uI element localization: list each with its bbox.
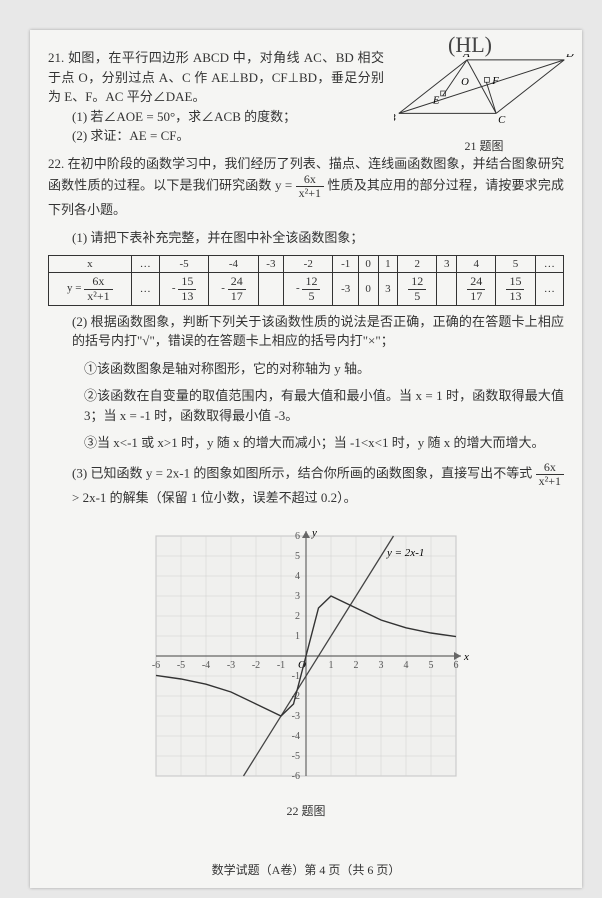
svg-text:y = 2x-1: y = 2x-1	[386, 547, 424, 559]
svg-text:2: 2	[295, 611, 300, 622]
svg-text:B: B	[394, 112, 396, 124]
frac-num: 6x	[296, 173, 324, 187]
svg-text:2: 2	[354, 660, 359, 671]
svg-text:-5: -5	[292, 751, 300, 762]
svg-text:3: 3	[379, 660, 384, 671]
svg-text:-5: -5	[177, 660, 185, 671]
svg-text:1: 1	[329, 660, 334, 671]
q22-part2c: ③当 x<-1 或 x>1 时，y 随 x 的增大而减小；当 -1<x<1 时，…	[48, 433, 564, 453]
q22-part2b: ②该函数在自变量的取值范围内，有最大值和最小值。当 x = 1 时，函数取得最大…	[48, 386, 564, 425]
q21-part2: (2) 求证：AE = CF。	[48, 126, 384, 146]
svg-text:-6: -6	[152, 660, 160, 671]
svg-text:6: 6	[295, 531, 300, 542]
svg-text:3: 3	[295, 591, 300, 602]
q22-part1: (1) 请把下表补充完整，并在图中补全该函数图象；	[48, 228, 564, 248]
svg-text:5: 5	[295, 551, 300, 562]
svg-text:-4: -4	[292, 731, 300, 742]
q21-figcaption: 21 题图	[394, 137, 574, 155]
svg-text:-1: -1	[277, 660, 285, 671]
q22-fraction: 6x x²+1	[296, 173, 324, 200]
q22-p3-fraction: 6x x²+1	[536, 461, 564, 488]
svg-text:-3: -3	[227, 660, 235, 671]
svg-text:-1: -1	[292, 671, 300, 682]
q22-figcaption: 22 题图	[136, 802, 476, 819]
frac-den: x²+1	[296, 187, 324, 200]
q22-part2: (2) 根据函数图象，判断下列关于该函数性质的说法是否正确，正确的在答题卡上相应…	[48, 312, 564, 351]
svg-text:4: 4	[295, 571, 300, 582]
q22-p3a: (3) 已知函数 y = 2x-1 的图象如图所示，结合你所画的函数图象，直接写…	[72, 465, 536, 480]
svg-text:x: x	[463, 651, 469, 663]
q21-diagram: A D B C O E F 21 题图	[394, 54, 574, 155]
page-footer: 数学试题（A卷）第 4 页（共 6 页）	[30, 861, 582, 878]
svg-text:y: y	[311, 527, 317, 539]
q22-number: 22.	[48, 156, 64, 171]
q22-part2a: ①该函数图象是轴对称图形，它的对称轴为 y 轴。	[48, 359, 564, 379]
svg-text:-3: -3	[292, 711, 300, 722]
frac-den: x²+1	[536, 475, 564, 488]
svg-text:D: D	[565, 54, 574, 60]
q21-number: 21.	[48, 50, 64, 65]
question-22: 22. 在初中阶段的函数学习中，我们经历了列表、描点、连线画函数图象，并结合图象…	[48, 154, 564, 220]
q22-p3b: > 2x-1 的解集（保留 1 位小数，误差不超过 0.2）。	[72, 490, 357, 505]
q22-part3: (3) 已知函数 y = 2x-1 的图象如图所示，结合你所画的函数图象，直接写…	[48, 461, 564, 508]
svg-text:4: 4	[404, 660, 409, 671]
q21-part1: (1) 若∠AOE = 50°，求∠ACB 的度数；	[48, 107, 384, 127]
q22-graph: -6-5-4-3-2-1123456-6-5-4-3-2-1123456Oxyy…	[136, 516, 476, 819]
svg-text:F: F	[491, 75, 499, 87]
svg-text:O: O	[461, 76, 469, 88]
svg-text:6: 6	[454, 660, 459, 671]
q22-table: x…-5-4-3-2-1012345… y = 6xx²+1…- 1513- 2…	[48, 255, 564, 305]
svg-text:1: 1	[295, 631, 300, 642]
svg-text:-2: -2	[252, 660, 260, 671]
svg-text:5: 5	[429, 660, 434, 671]
svg-text:-6: -6	[292, 771, 300, 782]
svg-text:A: A	[462, 54, 470, 60]
q21-stem: 如图，在平行四边形 ABCD 中，对角线 AC、BD 相交于点 O，分别过点 A…	[48, 50, 384, 104]
question-21: 21. 如图，在平行四边形 ABCD 中，对角线 AC、BD 相交于点 O，分别…	[48, 48, 564, 146]
frac-num: 6x	[536, 461, 564, 475]
svg-text:E: E	[432, 95, 440, 107]
svg-text:-4: -4	[202, 660, 210, 671]
svg-text:C: C	[498, 114, 506, 126]
